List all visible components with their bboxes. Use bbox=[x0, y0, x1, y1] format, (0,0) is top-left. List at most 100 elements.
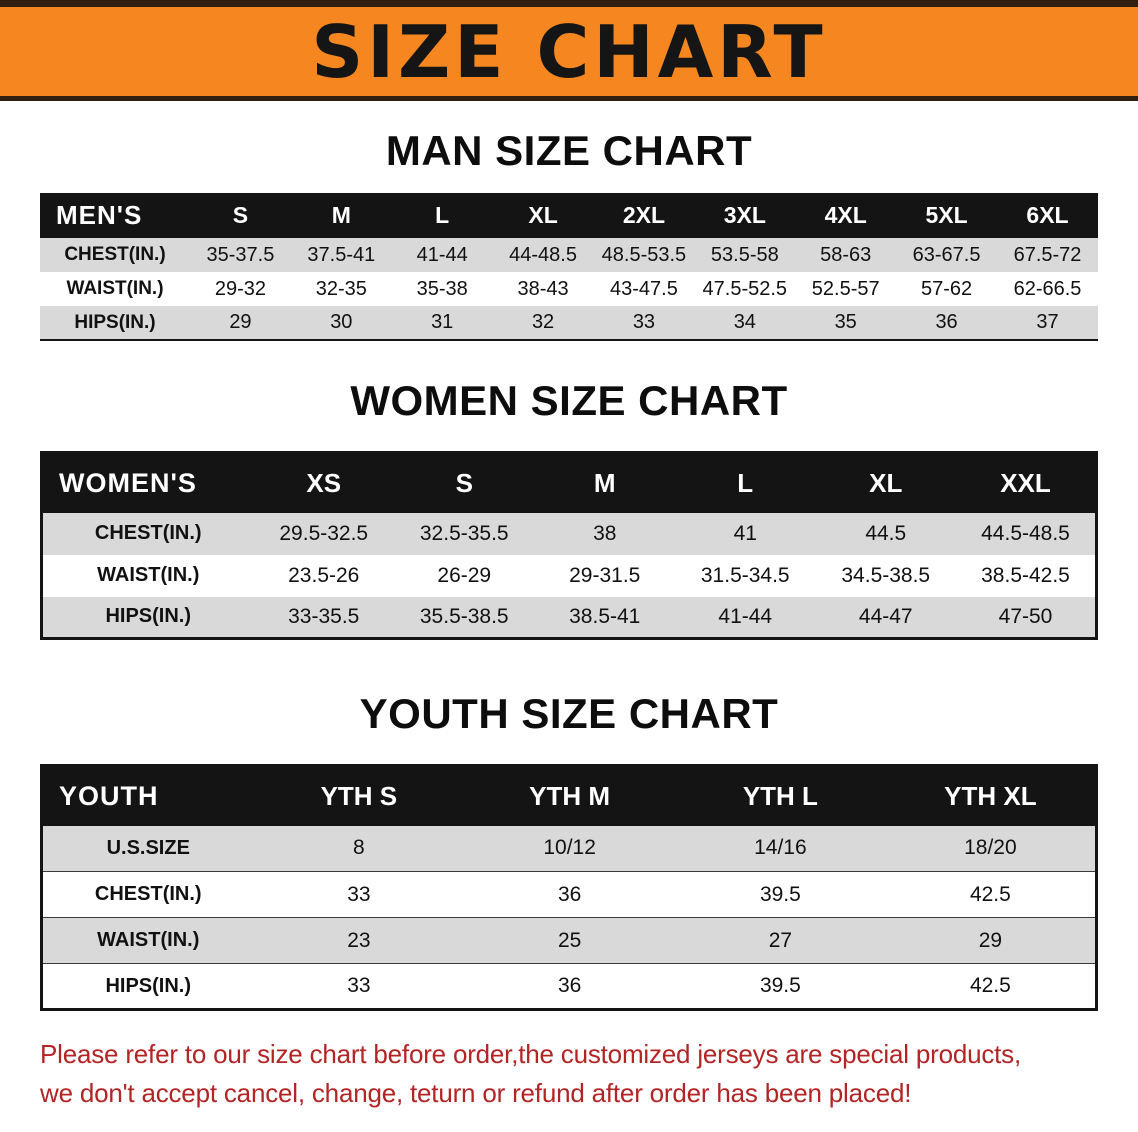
size-value-cell: 31.5-34.5 bbox=[700, 563, 790, 587]
size-value-cell: 52.5-57 bbox=[811, 277, 880, 300]
row-label: HIPS(IN.) bbox=[105, 605, 192, 628]
size-value-cell: 47.5-52.5 bbox=[702, 277, 788, 300]
row-label: U.S.SIZE bbox=[41, 825, 254, 872]
size-value-cell: 36 bbox=[464, 871, 675, 918]
size-value-cell: 18/20 bbox=[885, 825, 1097, 872]
size-value-cell: 37.5-41 bbox=[307, 243, 376, 266]
size-col-header: YTH S bbox=[253, 765, 465, 826]
size-value-cell: 26-29 bbox=[437, 563, 492, 587]
size-value-cell: 32 bbox=[531, 311, 555, 333]
size-value-cell: 32-35 bbox=[315, 277, 367, 300]
youth-header-row: YOUTH YTH S YTH M YTH L YTH XL bbox=[41, 765, 1097, 826]
size-value-cell: 29 bbox=[229, 311, 252, 333]
row-label: HIPS(IN.) bbox=[105, 974, 192, 997]
table-row: WAIST(IN.) 29-32 32-35 35-38 38-43 43-47… bbox=[40, 272, 1098, 306]
row-label: HIPS(IN.) bbox=[74, 311, 156, 333]
youth-corner-label: YOUTH bbox=[41, 765, 254, 826]
size-col-header: XL bbox=[492, 193, 594, 238]
size-value-cell: 58-63 bbox=[820, 243, 872, 266]
men-size-table: MEN'S S M L XL 2XL 3XL 4XL 5XL 6XL CHEST… bbox=[40, 193, 1098, 341]
size-value-cell: 10/12 bbox=[464, 825, 675, 872]
youth-size-table: YOUTH YTH S YTH M YTH L YTH XL U.S.SIZE … bbox=[40, 764, 1098, 1011]
size-value-cell: 14/16 bbox=[675, 825, 886, 872]
size-value-cell: 44.5-48.5 bbox=[981, 521, 1070, 545]
size-value-cell: 48.5-53.5 bbox=[601, 243, 687, 266]
size-value-cell: 41-44 bbox=[718, 604, 773, 628]
size-value-cell: 35 bbox=[834, 311, 857, 333]
footer-line-1: Please refer to our size chart before or… bbox=[40, 1039, 1022, 1069]
size-value-cell: 67.5-72 bbox=[1013, 243, 1082, 266]
size-value-cell: 29-32 bbox=[214, 277, 267, 300]
youth-section: YOUTH SIZE CHART YOUTH YTH S YTH M YTH L… bbox=[0, 690, 1138, 1011]
size-value-cell: 42.5 bbox=[969, 974, 1011, 997]
size-value-cell: 44-48.5 bbox=[509, 243, 577, 266]
table-row: WAIST(IN.) 23 25 27 29 bbox=[41, 917, 1097, 964]
size-value-cell: 8 bbox=[253, 825, 465, 872]
row-label: CHEST(IN.) bbox=[41, 871, 254, 918]
size-value-cell: 34.5-38.5 bbox=[841, 563, 931, 587]
men-corner-label: MEN'S bbox=[40, 193, 190, 238]
size-col-header: 4XL bbox=[795, 193, 897, 238]
size-value-cell: 38-43 bbox=[517, 277, 569, 300]
size-col-header: XS bbox=[253, 452, 394, 513]
size-value-cell: 41 bbox=[733, 521, 757, 545]
table-row: U.S.SIZE 8 10/12 14/16 18/20 bbox=[41, 825, 1097, 872]
men-header-row: MEN'S S M L XL 2XL 3XL 4XL 5XL 6XL bbox=[40, 193, 1098, 238]
size-value-cell: 25 bbox=[464, 917, 675, 964]
row-label: WAIST(IN.) bbox=[41, 917, 254, 964]
size-value-cell: 35-37.5 bbox=[206, 243, 275, 266]
size-col-header: XXL bbox=[956, 452, 1097, 513]
table-row: CHEST(IN.) 35-37.5 37.5-41 41-44 44-48.5… bbox=[40, 238, 1098, 272]
table-row: HIPS(IN.) 33-35.5 35.5-38.5 38.5-41 41-4… bbox=[41, 596, 1097, 639]
footer-line-2: we don't accept cancel, change, teturn o… bbox=[40, 1078, 912, 1108]
row-label: CHEST(IN.) bbox=[64, 244, 166, 265]
row-label: WAIST(IN.) bbox=[66, 278, 164, 299]
page-title: SIZE CHART bbox=[311, 9, 827, 94]
size-col-header: S bbox=[394, 452, 535, 513]
size-value-cell: 32.5-35.5 bbox=[419, 521, 509, 545]
women-corner-label: WOMEN'S bbox=[41, 452, 254, 513]
table-row: CHEST(IN.) 29.5-32.5 32.5-35.5 38 41 44.… bbox=[41, 512, 1097, 555]
size-value-cell: 33 bbox=[347, 974, 371, 997]
size-col-header: YTH XL bbox=[885, 765, 1097, 826]
size-value-cell: 29 bbox=[885, 917, 1097, 964]
size-value-cell: 47-50 bbox=[998, 604, 1053, 628]
table-row: WAIST(IN.) 23.5-26 26-29 29-31.5 31.5-34… bbox=[41, 554, 1097, 597]
men-section-heading: MAN SIZE CHART bbox=[385, 127, 753, 174]
size-col-header: L bbox=[675, 452, 816, 513]
size-col-header: XL bbox=[815, 452, 956, 513]
size-value-cell: 62-66.5 bbox=[1013, 277, 1082, 300]
size-value-cell: 44-47 bbox=[858, 604, 913, 628]
size-col-header: M bbox=[534, 452, 675, 513]
size-value-cell: 35-38 bbox=[416, 277, 468, 300]
size-col-header: YTH M bbox=[464, 765, 675, 826]
size-col-header: 6XL bbox=[997, 193, 1098, 238]
women-section-heading: WOMEN SIZE CHART bbox=[350, 377, 788, 424]
table-row: HIPS(IN.) 29 30 31 32 33 34 35 36 37 bbox=[40, 306, 1098, 340]
row-label: CHEST(IN.) bbox=[94, 522, 202, 544]
table-row: HIPS(IN.) 33 36 39.5 42.5 bbox=[41, 963, 1097, 1010]
size-value-cell: 39.5 bbox=[675, 871, 886, 918]
size-value-cell: 43-47.5 bbox=[610, 277, 678, 300]
footer-note: Please refer to our size chart before or… bbox=[40, 1035, 1098, 1113]
size-col-header: L bbox=[391, 193, 493, 238]
size-value-cell: 39.5 bbox=[759, 974, 801, 997]
size-value-cell: 29.5-32.5 bbox=[279, 521, 369, 545]
size-col-header: YTH L bbox=[675, 765, 886, 826]
size-value-cell: 38.5-41 bbox=[569, 604, 641, 628]
size-value-cell: 30 bbox=[330, 311, 353, 333]
size-value-cell: 33 bbox=[632, 311, 656, 333]
table-row: CHEST(IN.) 33 36 39.5 42.5 bbox=[41, 871, 1097, 918]
row-label: WAIST(IN.) bbox=[97, 564, 200, 586]
size-value-cell: 31 bbox=[431, 311, 454, 333]
size-col-header: M bbox=[290, 193, 392, 238]
size-value-cell: 34 bbox=[733, 311, 756, 333]
size-value-cell: 36 bbox=[557, 974, 582, 997]
youth-section-heading: YOUTH SIZE CHART bbox=[359, 690, 779, 737]
size-value-cell: 42.5 bbox=[885, 871, 1097, 918]
size-value-cell: 33-35.5 bbox=[288, 604, 360, 628]
size-value-cell: 33 bbox=[253, 871, 465, 918]
size-value-cell: 23 bbox=[253, 917, 465, 964]
size-col-header: 2XL bbox=[593, 193, 695, 238]
